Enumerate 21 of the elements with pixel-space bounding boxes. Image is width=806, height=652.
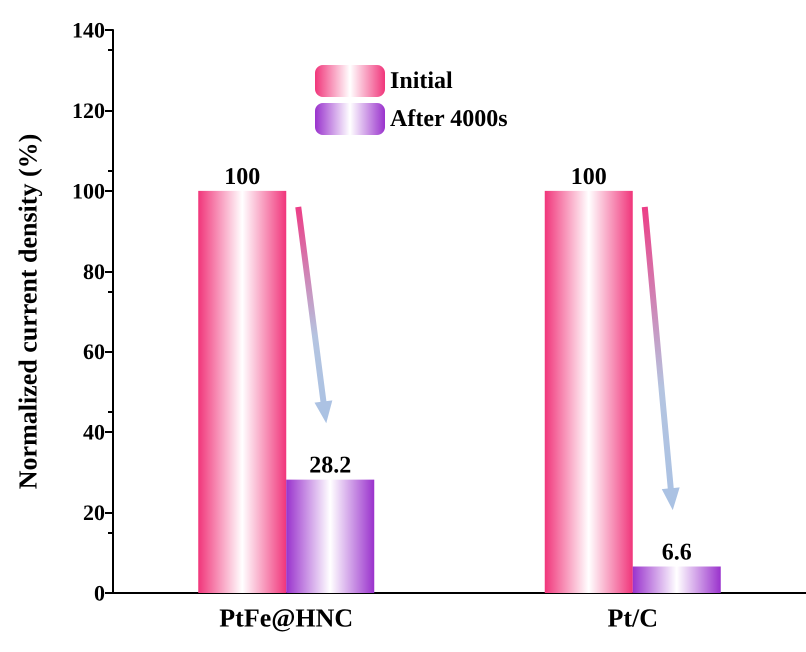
data-label: 28.2 [309,452,352,479]
legend-label: After 4000s [390,106,508,132]
y-tick-label: 100 [72,178,105,204]
bar [632,566,721,593]
bar [198,190,286,593]
y-tick-label: 80 [83,258,105,284]
data-label: 100 [224,164,260,190]
y-tick-label: 40 [83,420,105,445]
y-tick-label: 120 [72,98,105,123]
y-tick-label: 140 [72,18,105,42]
bar [544,190,633,593]
y-tick-label: 0 [94,580,105,606]
y-axis-title: Normalized current density (%) [14,134,42,490]
data-label: 100 [570,164,607,190]
x-tick-label: PtFe@HNC [219,604,354,632]
bar [286,480,374,593]
y-tick-label: 20 [83,500,105,526]
x-tick-label: Pt/C [607,604,658,632]
data-label: 6.6 [662,539,692,566]
legend-label: Initial [390,68,454,94]
y-tick-label: 60 [83,339,105,364]
